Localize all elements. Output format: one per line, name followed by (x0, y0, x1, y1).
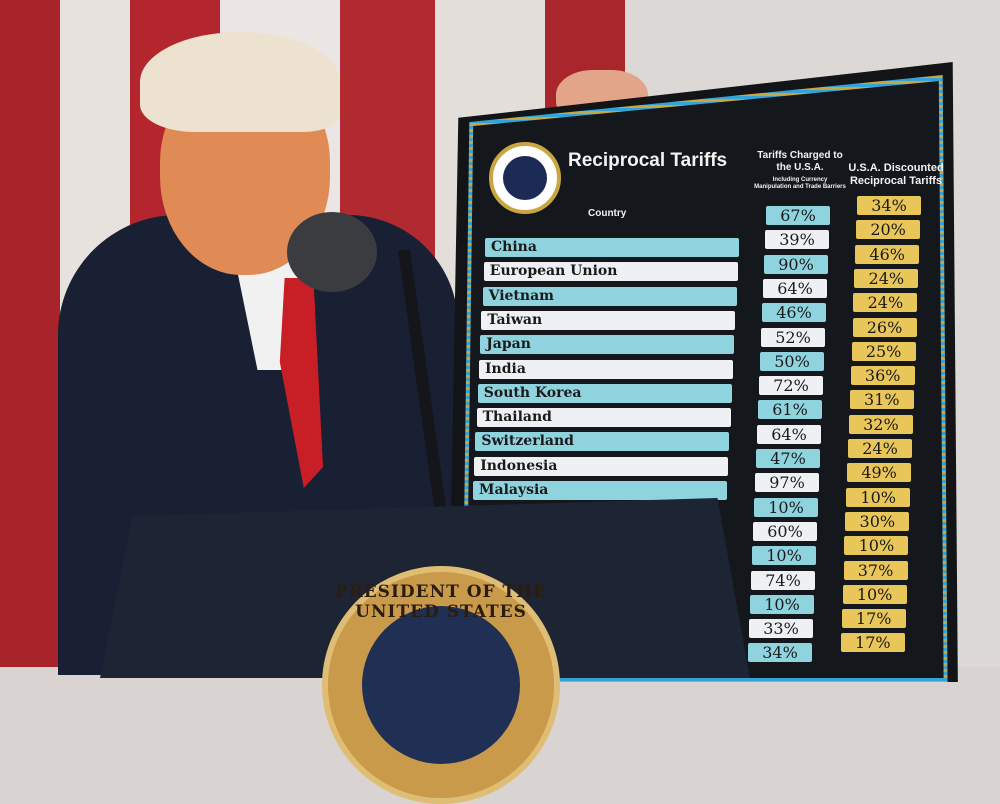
country-row: Japan (480, 335, 735, 355)
country-row: South Korea (477, 383, 732, 403)
discounted-cell: 37% (843, 560, 908, 580)
charged-cell: 39% (765, 230, 829, 250)
charged-cell: 46% (762, 303, 826, 323)
podium-seal: PRESIDENT OF THE UNITED STATES (322, 566, 560, 804)
discounted-cell: 10% (846, 487, 911, 507)
discounted-cell: 24% (848, 439, 912, 458)
charged-cell: 72% (759, 376, 823, 396)
charged-cell: 90% (764, 254, 828, 274)
discounted-cell: 20% (856, 220, 921, 240)
charged-cell: 52% (761, 327, 825, 347)
discounted-cell: 31% (849, 390, 914, 410)
discounted-cell: 32% (848, 414, 913, 434)
country-row: Vietnam (482, 286, 737, 306)
country-row: India (479, 359, 733, 379)
discounted-cell: 17% (840, 633, 905, 653)
discounted-cell: 24% (854, 268, 919, 288)
charged-cell: 10% (750, 594, 814, 614)
country-row: Indonesia (474, 456, 729, 476)
discounted-cell: 46% (855, 244, 920, 264)
charged-cell: 47% (756, 449, 820, 468)
discounted-cell: 26% (852, 317, 917, 337)
charged-header: Tariffs Charged to the U.S.A. (757, 150, 843, 173)
charged-cell: 67% (766, 206, 830, 225)
charged-cell: 10% (752, 546, 816, 566)
charged-cell: 50% (760, 351, 824, 371)
country-row: European Union (483, 262, 738, 282)
discounted-cell: 30% (845, 511, 910, 531)
flag-stripe (0, 0, 60, 667)
discounted-cell: 24% (853, 293, 918, 313)
charged-cell: 97% (755, 473, 819, 493)
country-row: Thailand (476, 408, 731, 428)
charged-cell: 34% (748, 643, 812, 663)
discounted-cell: 34% (857, 196, 921, 215)
charged-cell: 60% (753, 521, 817, 541)
discounted-cell: 36% (850, 366, 915, 386)
presidential-seal-icon (489, 142, 561, 214)
board-title: Reciprocal Tariffs (568, 150, 728, 171)
discounted-cell: 10% (844, 536, 909, 556)
discounted-cell: 10% (842, 584, 907, 604)
microphone-icon (287, 212, 377, 292)
charged-cell: 64% (763, 278, 827, 298)
discounted-cell: 17% (841, 609, 906, 629)
seal-text: PRESIDENT OF THE UNITED STATES (334, 582, 548, 622)
discounted-cell: 25% (851, 341, 916, 361)
charged-cell: 10% (754, 497, 818, 517)
charged-cell: 33% (749, 619, 813, 639)
person-hair (140, 32, 340, 132)
charged-cell: 64% (757, 424, 821, 444)
country-header: Country (588, 208, 627, 219)
country-row: Malaysia (473, 481, 727, 500)
discounted-header: U.S.A. Discounted Reciprocal Tariffs (848, 162, 944, 187)
charged-subheader: Including Currency Manipulation and Trad… (754, 177, 846, 190)
country-row: China (485, 238, 739, 257)
country-row: Taiwan (481, 310, 736, 330)
charged-cell: 74% (751, 570, 815, 590)
charged-cell: 61% (758, 400, 822, 420)
country-row: Switzerland (475, 432, 730, 452)
discounted-cell: 49% (847, 463, 912, 483)
